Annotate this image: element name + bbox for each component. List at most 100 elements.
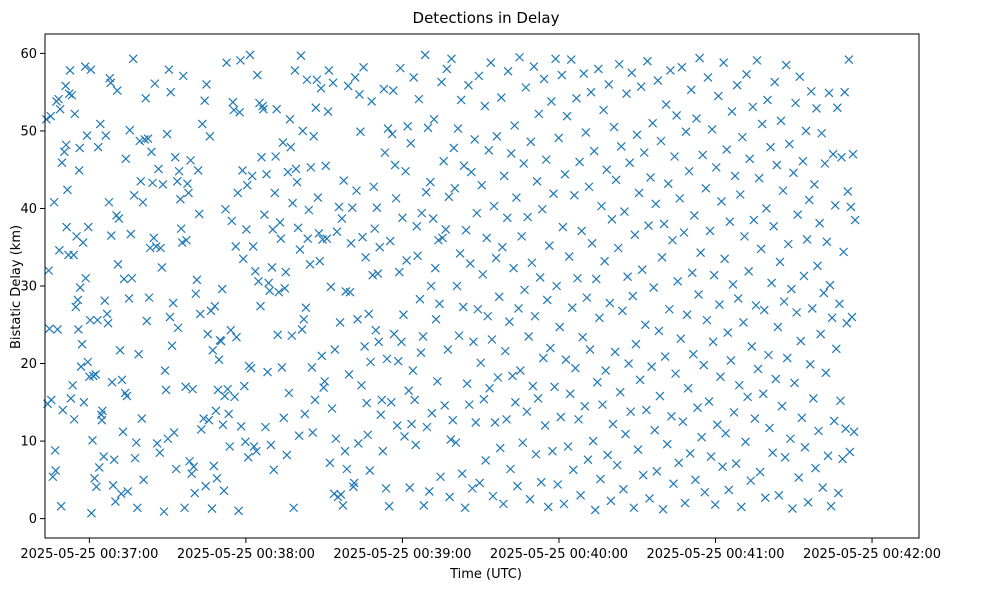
y-tick-label: 30 [20,280,37,295]
data-point [697,432,707,442]
data-point [555,322,565,332]
data-point [222,58,232,68]
data-point [184,188,193,198]
data-point [314,228,324,238]
data-point [59,147,69,157]
data-point [83,357,93,367]
data-point [139,475,149,485]
data-point [637,265,647,275]
data-point [442,64,452,74]
data-point [367,97,377,106]
data-point [803,497,813,507]
data-point [614,59,624,69]
data-point [604,79,614,89]
data-point [113,259,123,269]
data-point [401,166,410,176]
data-point [121,154,131,164]
y-tick-label: 40 [20,202,37,217]
data-point [181,235,191,245]
data-point [597,201,606,211]
data-point [792,307,802,317]
data-point [247,171,257,181]
data-point [617,306,627,316]
data-point [606,496,616,506]
data-point [658,504,668,514]
data-point [181,382,191,392]
data-point [793,210,803,220]
data-point [316,83,326,93]
data-point [386,397,396,407]
data-point [649,283,659,292]
y-tick-label: 50 [20,124,37,139]
data-point [243,452,253,462]
data-point [828,149,838,159]
data-point [700,487,710,497]
data-point [454,331,464,341]
data-point [626,407,636,417]
data-point [79,397,89,407]
data-point [148,178,157,188]
data-point [755,467,765,477]
data-point [265,286,275,296]
data-point [544,241,554,251]
data-point [487,335,497,344]
data-point [563,442,573,451]
data-point [549,189,558,199]
data-point [419,501,429,510]
data-point [252,70,262,80]
data-point [625,158,635,168]
data-point [372,203,382,213]
data-point [624,359,634,368]
data-point [758,389,768,399]
data-point [154,164,163,174]
data-point [415,294,425,304]
data-point [46,395,56,405]
data-point [765,423,774,433]
data-point [826,501,836,511]
data-point [143,134,153,144]
data-point [502,213,512,223]
data-point [246,363,256,373]
data-point [838,454,847,464]
data-point [424,487,434,496]
data-point [172,176,182,186]
data-point [837,152,846,162]
data-point [242,180,252,190]
data-point [149,233,159,243]
data-point [62,222,72,232]
data-point [322,234,332,244]
data-point [191,289,201,299]
data-point [760,493,770,503]
data-point [45,324,54,334]
data-point [822,237,832,247]
data-point [590,505,600,515]
data-point [576,490,586,500]
data-point [236,421,246,431]
data-point [449,143,459,153]
data-point [75,283,85,292]
data-point [202,79,211,89]
data-point [328,78,338,88]
data-point [653,76,663,85]
data-point [630,230,640,240]
data-point [46,111,56,121]
data-point [548,446,557,456]
data-point [534,109,544,119]
data-point [813,261,822,271]
data-point [807,304,817,313]
data-point [664,304,674,314]
data-point [518,438,528,448]
data-point [344,369,354,379]
data-point [93,142,103,152]
data-point [195,309,205,319]
data-point [638,470,648,480]
data-point [272,104,282,114]
data-point [331,434,341,444]
data-point [364,309,374,319]
data-point [627,68,637,78]
data-point [358,232,367,242]
data-point [582,293,592,303]
data-point [593,64,603,74]
data-point [420,50,430,60]
data-point [683,383,693,393]
